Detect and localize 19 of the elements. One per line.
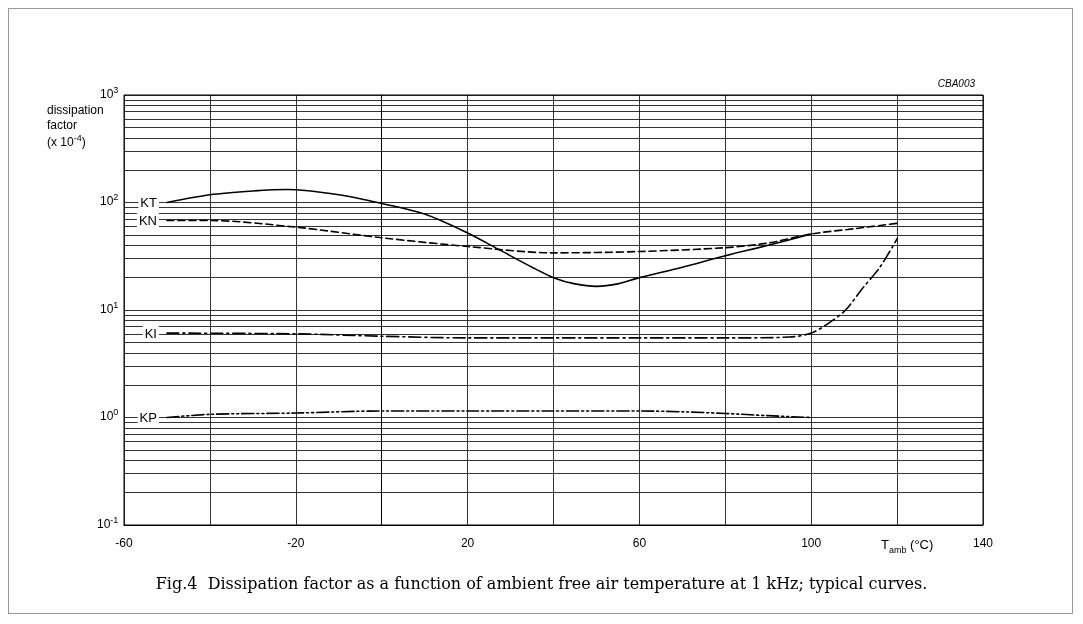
series-label: KI xyxy=(144,325,157,341)
y-axis-title: dissipation factor (x 10$^{-4}$) xyxy=(47,103,104,150)
series-label: KT xyxy=(140,195,157,210)
text: Fig.4 Dissipation factor as a function of ambient free air temperature at 1 kHz; typical curves. xyxy=(155,573,928,593)
y-tick-label: 10$^{1}$ xyxy=(100,299,119,317)
x-tick-label: 60 xyxy=(632,536,647,550)
series-label: KN xyxy=(138,213,157,229)
x-tick-label: -20 xyxy=(287,536,305,550)
y-tick-label: 10$^{-1}$ xyxy=(97,514,119,532)
x-axis-title: T$_{amb}$ (°C) xyxy=(881,537,934,556)
text: CBA003 xyxy=(937,77,976,89)
y-tick-label: 10$^{2}$ xyxy=(100,192,119,209)
series-label: KP xyxy=(139,410,157,425)
x-tick-label: -60 xyxy=(115,536,133,550)
y-tick-label: 10$^{0}$ xyxy=(100,407,119,424)
x-tick-label: 100 xyxy=(801,536,822,550)
x-tick-label: 140 xyxy=(972,536,994,550)
y-tick-label: 10$^{3}$ xyxy=(100,84,119,102)
x-tick-label: 20 xyxy=(460,536,475,550)
